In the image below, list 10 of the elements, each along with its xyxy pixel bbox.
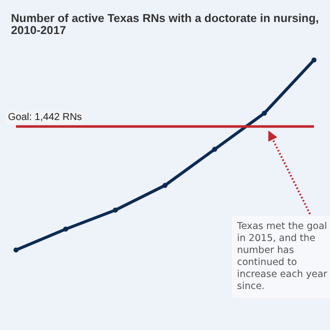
point xyxy=(112,208,118,213)
point xyxy=(162,182,168,188)
annotation: Texas met the goal in 2015, and the number has continued to increase each year since. xyxy=(232,216,330,298)
point xyxy=(63,226,68,232)
chart-title: Number of active Texas RNs with a doctorate in nursing, 2010-2017 xyxy=(11,13,322,37)
annotation: Goal: 1,442 RNs xyxy=(8,112,82,123)
point xyxy=(212,146,218,152)
point xyxy=(14,248,18,252)
point xyxy=(262,110,267,116)
point xyxy=(312,58,316,62)
